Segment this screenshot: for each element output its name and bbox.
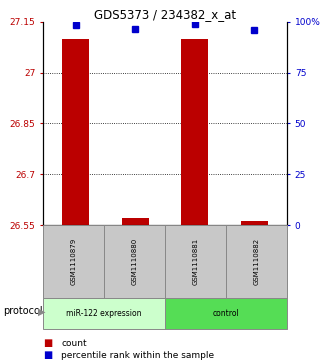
Text: protocol: protocol [3, 306, 43, 316]
Title: GDS5373 / 234382_x_at: GDS5373 / 234382_x_at [94, 8, 236, 21]
Bar [122, 217, 148, 225]
Text: ▶: ▶ [38, 307, 46, 317]
Text: percentile rank within the sample: percentile rank within the sample [61, 351, 214, 359]
Text: GSM1110879: GSM1110879 [70, 238, 77, 285]
Bar [62, 39, 89, 225]
Text: miR-122 expression: miR-122 expression [66, 309, 142, 318]
Bar [182, 39, 208, 225]
Text: ■: ■ [43, 350, 52, 360]
Text: GSM1110882: GSM1110882 [253, 238, 260, 285]
Bar [241, 221, 268, 225]
Text: control: control [213, 309, 240, 318]
Text: GSM1110881: GSM1110881 [192, 238, 199, 285]
Text: count: count [61, 339, 87, 347]
Text: ■: ■ [43, 338, 52, 348]
Text: GSM1110880: GSM1110880 [131, 238, 138, 285]
